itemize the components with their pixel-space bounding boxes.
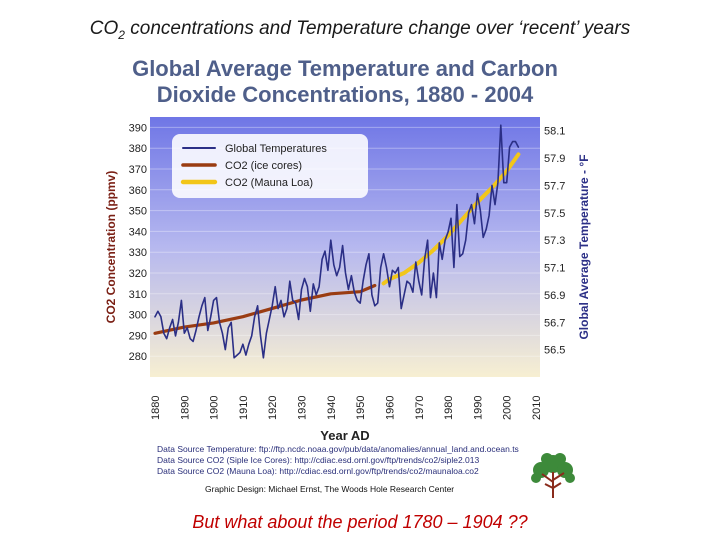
y-tick-label-right: 57.5 [544, 208, 565, 220]
y-axis-title-left: CO2 Concentration (ppmv) [104, 171, 118, 324]
y-tick-label-right: 56.7 [544, 317, 565, 329]
x-tick-label: 2000 [502, 396, 514, 420]
x-tick-label: 1980 [443, 396, 455, 420]
slide-title-subscript: 2 [118, 27, 125, 42]
y-tick-label-right: 58.1 [544, 126, 565, 138]
x-tick-label: 1950 [355, 396, 367, 420]
y-tick-label-left: 370 [129, 164, 147, 176]
y-tick-label-left: 390 [129, 122, 147, 134]
series-global-temperatures [154, 124, 520, 359]
x-tick-label: 1890 [179, 396, 191, 420]
x-tick-label: 1930 [297, 396, 309, 420]
x-tick-label: 1970 [414, 396, 426, 420]
y-tick-label-right: 56.5 [544, 345, 565, 357]
y-tick-label-right: 57.9 [544, 153, 565, 165]
y-tick-label-right: 57.7 [544, 180, 565, 192]
x-tick-label: 1920 [267, 396, 279, 420]
y-tick-label-left: 360 [129, 185, 147, 197]
slide-title: CO2 concentrations and Temperature chang… [0, 18, 720, 42]
footer-question: But what about the period 1780 – 1904 ?? [192, 512, 528, 532]
legend: Global Temperatures CO2 (ice cores) CO2 (M… [172, 134, 368, 198]
axis-labels: 280 290 300 310 320 330 340 350 360 370 380 390 56.5… [104, 122, 591, 443]
y-tick-label-left: 290 [129, 330, 147, 342]
source-temperature: Data Source Temperature: ftp://ftp.ncdc.… [157, 444, 519, 454]
y-tick-label-left: 280 [129, 351, 147, 363]
y-tick-label-right: 56.9 [544, 290, 565, 302]
x-tick-label: 1990 [472, 396, 484, 420]
legend-box [172, 134, 368, 198]
chart: 280 290 300 310 320 330 340 350 360 370 380 390 56.5… [104, 117, 591, 443]
y-axis-title-right: Global Average Temperature - °F [577, 154, 591, 339]
x-tick-label: 1940 [326, 396, 338, 420]
x-tick-label: 1880 [150, 396, 162, 420]
x-tick-label: 1900 [209, 396, 221, 420]
chart-title: Global Average Temperature and Carbon Di… [132, 56, 558, 107]
source-co2-ice: Data Source CO2 (Siple Ice Cores): http:… [157, 455, 480, 465]
series-layer [153, 124, 521, 359]
x-tick-label: 1960 [384, 396, 396, 420]
legend-label: CO2 (Mauna Loa) [225, 177, 313, 189]
y-tick-label-left: 340 [129, 226, 147, 238]
x-axis-title: Year AD [320, 428, 369, 443]
woods-hole-tree-logo [531, 453, 575, 498]
y-tick-label-right: 57.3 [544, 235, 565, 247]
y-tick-label-left: 330 [129, 247, 147, 259]
legend-label: Global Temperatures [225, 143, 327, 155]
y-tick-label-right: 57.1 [544, 263, 565, 275]
source-co2-mauna: Data Source CO2 (Mauna Loa): http://cdia… [157, 466, 479, 476]
legend-label: CO2 (ice cores) [225, 160, 302, 172]
y-tick-label-left: 380 [129, 143, 147, 155]
y-tick-label-left: 310 [129, 289, 147, 301]
x-tick-label: 1910 [238, 396, 250, 420]
y-tick-label-left: 320 [129, 268, 147, 280]
y-tick-label-left: 300 [129, 310, 147, 322]
x-tick-label: 2010 [531, 396, 543, 420]
slide-title-rest: concentrations and Temperature change ov… [124, 18, 631, 39]
y-tick-label-left: 350 [129, 206, 147, 218]
design-credit: Graphic Design: Michael Ernst, The Woods… [205, 484, 455, 494]
slide-title-prefix: CO [89, 18, 119, 39]
